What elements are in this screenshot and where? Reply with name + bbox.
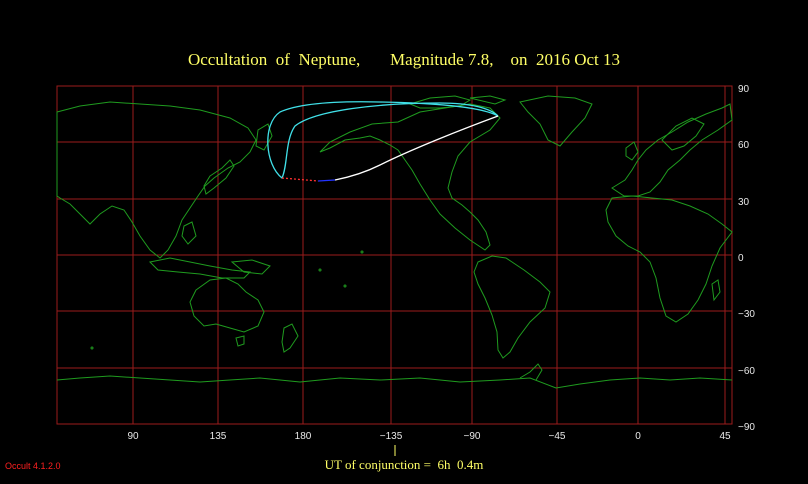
lon-label: −135	[380, 431, 403, 442]
conjunction-label: UT of conjunction = 6h 0.4m	[324, 457, 484, 472]
lon-label: 45	[719, 431, 731, 442]
coast-antarctic-peninsula	[519, 363, 543, 381]
lon-label: −45	[549, 431, 566, 442]
coast-south-america	[473, 255, 551, 359]
coast-australia	[189, 277, 265, 333]
lat-label: −90	[738, 422, 755, 433]
lon-label: 0	[635, 431, 641, 442]
lat-label: 0	[738, 253, 744, 264]
version-label: Occult 4.1.2.0	[5, 461, 61, 471]
lon-label: 180	[295, 431, 312, 442]
coast-uk	[625, 141, 639, 161]
longitude-labels: 90 135 180 −135 −90 −45 0 45	[127, 431, 731, 442]
coast-madagascar	[711, 279, 721, 302]
lat-label: 90	[738, 84, 750, 95]
lon-label: 90	[127, 431, 139, 442]
coastlines	[56, 95, 733, 389]
lat-label: −30	[738, 309, 755, 320]
coast-asia	[56, 101, 257, 259]
coast-indonesia	[148, 257, 252, 279]
path-red-segment	[281, 177, 319, 182]
lon-label: −90	[464, 431, 481, 442]
map-title: Occultation of Neptune, Magnitude 7.8, o…	[187, 50, 620, 69]
coast-arctic-islands	[408, 95, 472, 109]
coast-japan	[203, 159, 235, 195]
coast-greenland	[519, 95, 593, 147]
coast-tasmania	[235, 335, 245, 347]
lon-label: 135	[210, 431, 227, 442]
coast-new-zealand	[281, 323, 299, 353]
lat-label: 30	[738, 197, 750, 208]
coast-africa	[605, 195, 733, 323]
path-blue-segment	[317, 179, 336, 182]
coast-europe	[611, 103, 733, 197]
grid	[57, 86, 732, 424]
path-outer-limit	[267, 101, 499, 180]
coast-new-guinea	[230, 259, 271, 275]
coast-philippines	[181, 221, 197, 245]
coast-antarctica	[56, 375, 733, 389]
lat-label: −60	[738, 366, 755, 377]
path-day-segment	[334, 115, 499, 181]
occultation-path	[267, 101, 499, 182]
lat-label: 60	[738, 140, 750, 151]
latitude-labels: 90 60 30 0 −30 −60 −90	[738, 84, 755, 433]
coast-scandinavia	[661, 117, 705, 151]
coast-north-america	[319, 103, 501, 251]
